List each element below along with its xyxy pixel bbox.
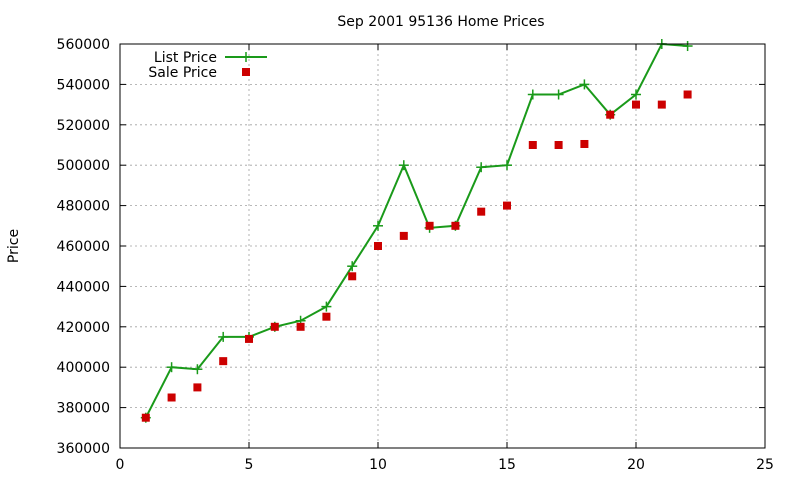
x-tick-label: 5 xyxy=(245,457,254,473)
data-point xyxy=(219,357,228,366)
y-axis-label: Price xyxy=(6,229,22,263)
y-tick-label: 500000 xyxy=(57,158,110,174)
data-point xyxy=(245,334,253,343)
data-point xyxy=(373,220,383,231)
data-point xyxy=(657,100,666,109)
data-point xyxy=(606,110,615,119)
data-point xyxy=(553,89,564,100)
x-tick-label: 15 xyxy=(498,457,516,473)
y-tick-label: 560000 xyxy=(57,37,110,53)
data-point xyxy=(580,139,589,148)
legend-label: Sale Price xyxy=(148,65,217,81)
data-point xyxy=(476,162,487,173)
data-point xyxy=(502,160,512,171)
data-point xyxy=(528,141,537,149)
data-point xyxy=(554,141,563,149)
plot-frame xyxy=(119,43,766,449)
data-point xyxy=(503,201,511,210)
legend-marker xyxy=(242,68,250,76)
series-0 xyxy=(140,39,693,423)
x-tick-label: 0 xyxy=(116,457,125,473)
series-line xyxy=(144,42,688,419)
data-point xyxy=(348,272,357,281)
data-point xyxy=(477,207,486,216)
series xyxy=(140,39,693,423)
data-point xyxy=(398,160,409,171)
series-1 xyxy=(141,90,692,422)
data-point xyxy=(321,301,332,312)
chart-title: Sep 2001 95136 Home Prices xyxy=(337,14,544,30)
x-tick-label: 10 xyxy=(369,457,387,473)
data-point xyxy=(683,90,692,99)
legend-label: List Price xyxy=(154,50,217,66)
y-tick-label: 480000 xyxy=(57,199,110,215)
x-tick-labels: 0 5 10 15 20 25 xyxy=(116,457,774,473)
y-tick-label: 400000 xyxy=(57,360,110,376)
data-point xyxy=(399,231,408,240)
y-tick-labels: 360000 380000 400000 420000 440000 460000 4800… xyxy=(57,37,110,457)
data-point xyxy=(425,221,434,230)
y-tick-label: 540000 xyxy=(57,77,110,93)
y-tick-label: 420000 xyxy=(57,320,110,336)
grid xyxy=(120,44,765,448)
data-point xyxy=(579,79,590,90)
y-tick-label: 520000 xyxy=(57,118,110,134)
legend-marker xyxy=(241,52,251,62)
x-tick-label: 25 xyxy=(756,457,774,473)
x-tick-label: 20 xyxy=(627,457,645,473)
data-point xyxy=(296,322,305,331)
data-point xyxy=(632,100,640,109)
data-point xyxy=(167,393,176,402)
data-point xyxy=(527,89,538,100)
data-point xyxy=(451,221,460,230)
data-point xyxy=(218,331,229,342)
y-tick-label: 440000 xyxy=(57,279,110,295)
data-point xyxy=(322,312,331,321)
data-point xyxy=(193,383,202,392)
y-tick-label: 380000 xyxy=(57,401,110,417)
data-point xyxy=(374,242,382,250)
data-point xyxy=(192,364,203,375)
data-point xyxy=(166,362,177,373)
data-point xyxy=(270,322,279,331)
y-tick-label: 360000 xyxy=(57,441,110,457)
y-tick-label: 460000 xyxy=(57,239,110,255)
data-point xyxy=(682,41,693,52)
data-point xyxy=(631,89,641,100)
data-point xyxy=(141,413,150,422)
data-point xyxy=(347,261,358,272)
